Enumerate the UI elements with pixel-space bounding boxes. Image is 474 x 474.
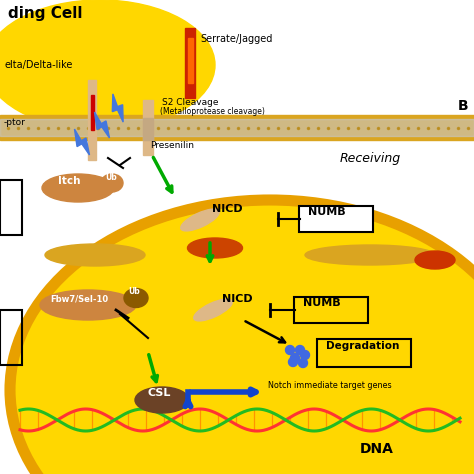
Ellipse shape [291,354,300,363]
Text: Itch: Itch [58,176,81,186]
Text: Receiving: Receiving [340,152,401,165]
FancyBboxPatch shape [299,206,373,232]
Bar [91,95,94,130]
Bar [0,115,474,140]
Bar [143,100,153,155]
Text: Degradation: Degradation [326,341,400,351]
Text: Notch immediate target genes: Notch immediate target genes [268,381,392,390]
FancyBboxPatch shape [294,297,368,323]
Ellipse shape [301,350,310,359]
Ellipse shape [101,174,123,192]
Ellipse shape [124,289,148,308]
Polygon shape [112,94,123,122]
Ellipse shape [45,244,145,266]
Ellipse shape [0,0,215,130]
Ellipse shape [289,357,298,366]
Ellipse shape [285,346,294,355]
Ellipse shape [194,299,232,321]
Text: NICD: NICD [212,204,243,214]
Polygon shape [74,129,90,155]
Ellipse shape [42,174,114,202]
Ellipse shape [299,358,308,367]
Bar [185,28,195,98]
Text: NICD: NICD [222,294,253,304]
Text: B: B [458,99,469,113]
Ellipse shape [295,346,304,355]
Text: Ub: Ub [128,287,140,296]
Bar [88,80,96,160]
Text: Fbw7/Sel-10: Fbw7/Sel-10 [50,294,108,303]
Text: Serrate/Jagged: Serrate/Jagged [200,34,273,44]
Bar [143,118,153,140]
Bar [0,180,22,235]
Polygon shape [94,112,109,138]
Text: CSL: CSL [148,388,172,398]
Text: Ub: Ub [105,173,117,182]
Ellipse shape [40,290,136,320]
Bar [188,38,193,83]
Ellipse shape [10,200,474,474]
Bar [0,119,474,136]
Text: (Metalloprotease cleavage): (Metalloprotease cleavage) [160,107,265,116]
Ellipse shape [305,245,435,265]
Text: elta/Delta-like: elta/Delta-like [5,60,73,70]
Text: NUMB: NUMB [308,207,346,217]
Ellipse shape [188,238,243,258]
Text: Presenilin: Presenilin [150,141,194,150]
Text: NUMB: NUMB [303,298,341,308]
Ellipse shape [181,209,219,231]
Text: DNA: DNA [360,442,394,456]
Ellipse shape [135,387,189,413]
Bar [0,310,22,365]
Text: S2 Cleavage: S2 Cleavage [162,98,219,107]
Ellipse shape [415,251,455,269]
Text: ding Cell: ding Cell [8,6,82,21]
Text: -ptor: -ptor [4,118,26,127]
FancyBboxPatch shape [317,339,411,367]
